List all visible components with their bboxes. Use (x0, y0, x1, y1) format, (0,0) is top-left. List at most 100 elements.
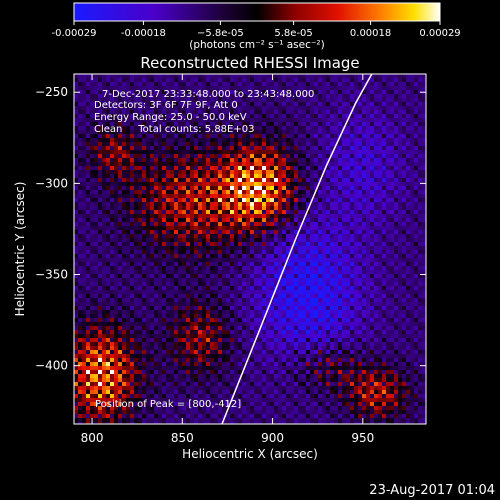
heatmap-cell (122, 118, 126, 122)
heatmap-cell (102, 90, 106, 94)
heatmap-cell (398, 106, 402, 110)
heatmap-cell (98, 158, 102, 162)
heatmap-cell (386, 78, 390, 82)
heatmap-cell (142, 154, 146, 158)
heatmap-cell (322, 258, 326, 262)
heatmap-cell (294, 186, 298, 190)
heatmap-cell (310, 122, 314, 126)
heatmap-cell (406, 178, 410, 182)
heatmap-cell (142, 118, 146, 122)
heatmap-cell (254, 262, 258, 266)
heatmap-cell (330, 166, 334, 170)
heatmap-cell (382, 186, 386, 190)
heatmap-cell (106, 210, 110, 214)
heatmap-cell (210, 134, 214, 138)
heatmap-cell (282, 90, 286, 94)
heatmap-cell (270, 142, 274, 146)
heatmap-cell (74, 242, 78, 246)
heatmap-cell (290, 238, 294, 242)
heatmap-cell (330, 154, 334, 158)
heatmap-cell (314, 238, 318, 242)
heatmap-cell (146, 162, 150, 166)
heatmap-cell (190, 286, 194, 290)
heatmap-cell (238, 150, 242, 154)
heatmap-cell (282, 122, 286, 126)
heatmap-cell (98, 154, 102, 158)
heatmap-cell (390, 286, 394, 290)
heatmap-cell (94, 142, 98, 146)
heatmap-cell (238, 198, 242, 202)
heatmap-cell (286, 254, 290, 258)
heatmap-cell (218, 126, 222, 130)
heatmap-cell (422, 94, 426, 98)
heatmap-cell (178, 278, 182, 282)
heatmap-cell (242, 290, 246, 294)
heatmap-cell (390, 150, 394, 154)
heatmap-cell (358, 114, 362, 118)
heatmap-cell (306, 258, 310, 262)
heatmap-cell (174, 106, 178, 110)
heatmap-cell (142, 90, 146, 94)
heatmap-cell (410, 286, 414, 290)
heatmap-cell (202, 186, 206, 190)
heatmap-cell (94, 102, 98, 106)
heatmap-cell (102, 138, 106, 142)
heatmap-cell (174, 158, 178, 162)
heatmap-cell (78, 78, 82, 82)
heatmap-cell (314, 170, 318, 174)
heatmap-cell (150, 102, 154, 106)
heatmap-cell (102, 86, 106, 90)
heatmap-cell (274, 82, 278, 86)
heatmap-cell (234, 274, 238, 278)
heatmap-cell (414, 238, 418, 242)
heatmap-cell (382, 218, 386, 222)
heatmap-cell (198, 162, 202, 166)
heatmap-cell (74, 226, 78, 230)
heatmap-cell (182, 94, 186, 98)
heatmap-cell (394, 250, 398, 254)
heatmap-cell (310, 194, 314, 198)
heatmap-cell (186, 266, 190, 270)
heatmap-cell (338, 214, 342, 218)
heatmap-cell (234, 174, 238, 178)
heatmap-cell (322, 202, 326, 206)
heatmap-cell (118, 258, 122, 262)
heatmap-cell (386, 126, 390, 130)
heatmap-cell (162, 294, 166, 298)
heatmap-cell (86, 98, 90, 102)
colorbar-ticks: -0.00029 -0.00018 −5.8e-05 5.8e-05 0.00018 0.… (52, 21, 461, 39)
heatmap-cell (230, 226, 234, 230)
heatmap-cell (318, 254, 322, 258)
heatmap-cell (210, 254, 214, 258)
heatmap-cell (274, 194, 278, 198)
heatmap-cell (414, 174, 418, 178)
heatmap-cell (202, 74, 206, 78)
heatmap-cell (94, 246, 98, 250)
heatmap-cell (342, 114, 346, 118)
heatmap-cell (150, 74, 154, 78)
heatmap-cell (338, 294, 342, 298)
heatmap-cell (250, 118, 254, 122)
heatmap-cell (402, 158, 406, 162)
heatmap-cell (302, 90, 306, 94)
heatmap-cell (358, 110, 362, 114)
heatmap-cell (178, 110, 182, 114)
heatmap-cell (170, 142, 174, 146)
heatmap-cell (282, 250, 286, 254)
heatmap-cell (122, 254, 126, 258)
heatmap-cell (242, 254, 246, 258)
heatmap-cell (198, 298, 202, 302)
heatmap-cell (214, 126, 218, 130)
heatmap-cell (106, 234, 110, 238)
heatmap-cell (126, 254, 130, 258)
heatmap-cell (234, 194, 238, 198)
heatmap-cell (322, 114, 326, 118)
heatmap-cell (346, 154, 350, 158)
heatmap-cell (254, 170, 258, 174)
heatmap-cell (190, 94, 194, 98)
heatmap-cell (334, 194, 338, 198)
heatmap-cell (278, 134, 282, 138)
heatmap-cell (374, 86, 378, 90)
heatmap-cell (414, 86, 418, 90)
heatmap-cell (202, 94, 206, 98)
